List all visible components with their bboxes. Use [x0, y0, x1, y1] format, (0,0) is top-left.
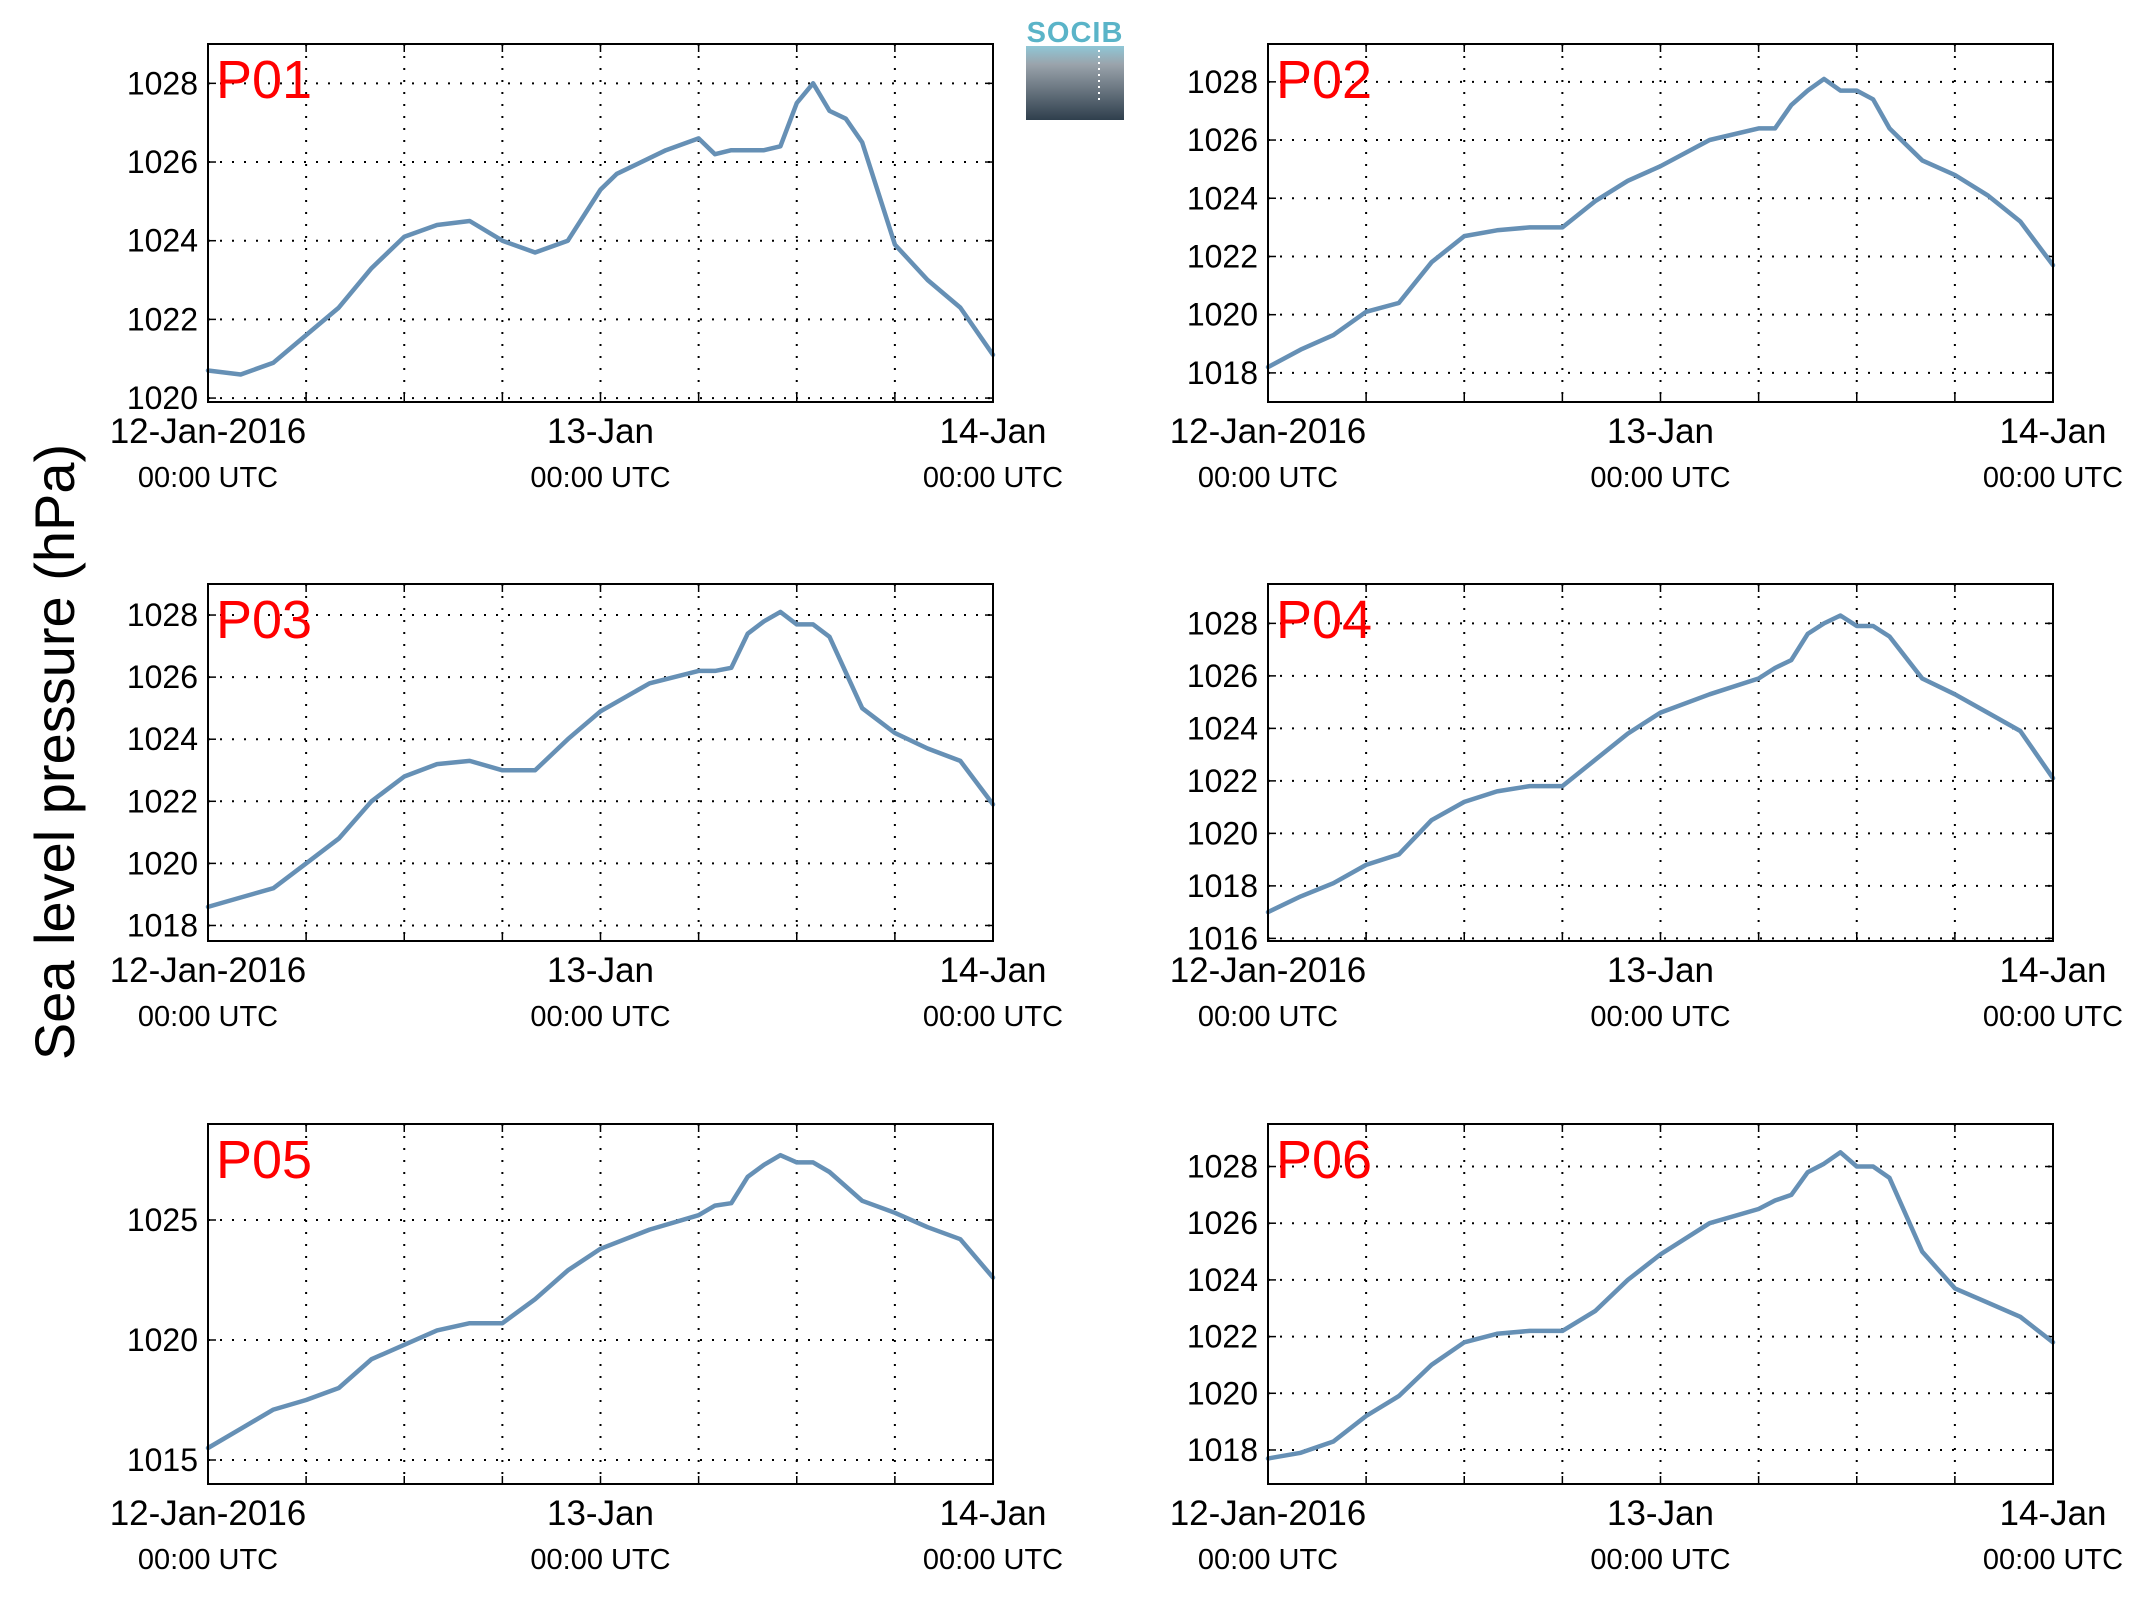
x-tick-sublabel: 00:00 UTC	[138, 1001, 278, 1033]
x-tick-label: 14-Jan	[1999, 951, 2106, 990]
x-tick-sublabel: 00:00 UTC	[1590, 1544, 1730, 1576]
x-tick-sublabel: 00:00 UTC	[530, 1544, 670, 1576]
y-tick-label: 1028	[127, 597, 198, 633]
y-tick-label: 1022	[1187, 1319, 1258, 1355]
x-tick-sublabel: 00:00 UTC	[1198, 1544, 1338, 1576]
x-tick-sublabel: 00:00 UTC	[138, 462, 278, 494]
x-tick-label: 13-Jan	[1607, 1494, 1714, 1533]
x-tick-label: 13-Jan	[1607, 951, 1714, 990]
panel-p04: 1016 1018 1020 1022 1024 1026 1028 12-Jan-2016 0…	[1170, 583, 2123, 1033]
y-axis-label: Sea level pressure (hPa)	[23, 444, 86, 1060]
y-tick-label: 1025	[127, 1202, 198, 1238]
y-tick-label: 1018	[1187, 1432, 1258, 1468]
y-tick-label: 1016	[1187, 920, 1258, 956]
x-tick-label: 14-Jan	[1999, 1494, 2106, 1533]
socib-logo: SOCIB	[1026, 17, 1124, 120]
panel-p05: 1015 1020 1025 12-Jan-2016 00:00 UTC 13-Jan 00…	[110, 1123, 1063, 1576]
y-tick-label: 1024	[127, 721, 198, 757]
y-tick-label: 1026	[127, 144, 198, 180]
y-tick-label: 1024	[1187, 180, 1258, 216]
panel-title: P04	[1276, 590, 1372, 650]
y-tick-label: 1018	[1187, 355, 1258, 391]
x-tick-sublabel: 00:00 UTC	[923, 462, 1063, 494]
x-tick-label: 14-Jan	[939, 1494, 1046, 1533]
x-tick-label: 13-Jan	[1607, 412, 1714, 451]
panel-p02: 1018 1020 1022 1024 1026 1028 12-Jan-2016 00:00…	[1170, 43, 2123, 494]
y-tick-label: 1022	[1187, 763, 1258, 799]
x-tick-label: 12-Jan-2016	[1170, 412, 1367, 451]
x-tick-sublabel: 00:00 UTC	[530, 1001, 670, 1033]
y-tick-label: 1026	[127, 659, 198, 695]
x-tick-label: 12-Jan-2016	[1170, 1494, 1367, 1533]
y-tick-label: 1028	[127, 65, 198, 101]
x-tick-sublabel: 00:00 UTC	[530, 462, 670, 494]
x-tick-sublabel: 00:00 UTC	[1983, 462, 2123, 494]
series-line	[1265, 76, 2056, 370]
logo-text: SOCIB	[1027, 17, 1124, 49]
series-line	[1265, 613, 2056, 915]
panel-title: P05	[216, 1130, 312, 1190]
panel-p01: 1020 1022 1024 1026 1028 12-Jan-2016 00:00 UTC…	[110, 43, 1063, 494]
x-tick-sublabel: 00:00 UTC	[923, 1001, 1063, 1033]
y-tick-label: 1015	[127, 1442, 198, 1478]
y-tick-label: 1022	[127, 783, 198, 819]
y-tick-label: 1028	[1187, 1149, 1258, 1185]
y-tick-label: 1024	[1187, 1262, 1258, 1298]
y-tick-label: 1026	[1187, 1205, 1258, 1241]
axes-frame	[207, 43, 994, 403]
series-line	[1265, 1150, 2056, 1461]
x-tick-sublabel: 00:00 UTC	[1983, 1544, 2123, 1576]
x-tick-sublabel: 00:00 UTC	[923, 1544, 1063, 1576]
axes-frame	[1267, 43, 2054, 403]
panels: 1020 1022 1024 1026 1028 12-Jan-2016 00:00 UTC…	[110, 43, 2123, 1576]
y-tick-label: 1018	[127, 907, 198, 943]
x-tick-label: 12-Jan-2016	[110, 412, 307, 451]
x-tick-label: 13-Jan	[547, 412, 654, 451]
axes-frame	[1267, 1123, 2054, 1485]
series-line	[205, 609, 996, 910]
panel-p06: 1018 1020 1022 1024 1026 1028 12-Jan-2016 00:00…	[1170, 1123, 2123, 1576]
x-tick-label: 14-Jan	[939, 412, 1046, 451]
y-tick-label: 1024	[127, 223, 198, 259]
axes-frame	[207, 1123, 994, 1485]
y-tick-label: 1022	[127, 301, 198, 337]
panel-title: P02	[1276, 50, 1372, 110]
axes-frame	[1267, 583, 2054, 942]
x-tick-label: 14-Jan	[1999, 412, 2106, 451]
y-tick-label: 1026	[1187, 122, 1258, 158]
y-tick-label: 1024	[1187, 710, 1258, 746]
x-tick-sublabel: 00:00 UTC	[1983, 1001, 2123, 1033]
x-tick-label: 12-Jan-2016	[1170, 951, 1367, 990]
y-tick-label: 1020	[1187, 297, 1258, 333]
x-tick-label: 13-Jan	[547, 951, 654, 990]
x-tick-label: 12-Jan-2016	[110, 951, 307, 990]
y-tick-label: 1018	[1187, 868, 1258, 904]
y-tick-label: 1020	[127, 1322, 198, 1358]
axes-frame	[207, 583, 994, 942]
x-tick-sublabel: 00:00 UTC	[1198, 1001, 1338, 1033]
y-tick-label: 1026	[1187, 658, 1258, 694]
y-tick-label: 1020	[1187, 815, 1258, 851]
series-line	[205, 1152, 996, 1451]
y-tick-label: 1020	[1187, 1375, 1258, 1411]
y-tick-label: 1022	[1187, 238, 1258, 274]
x-tick-sublabel: 00:00 UTC	[138, 1544, 278, 1576]
x-tick-label: 14-Jan	[939, 951, 1046, 990]
panel-title: P03	[216, 590, 312, 650]
y-tick-label: 1028	[1187, 64, 1258, 100]
y-tick-label: 1028	[1187, 605, 1258, 641]
x-tick-sublabel: 00:00 UTC	[1590, 462, 1730, 494]
y-tick-label: 1020	[127, 845, 198, 881]
y-tick-label: 1020	[127, 380, 198, 416]
panel-p03: 1018 1020 1022 1024 1026 1028 12-Jan-2016 00:00…	[110, 583, 1063, 1033]
x-tick-label: 12-Jan-2016	[110, 1494, 307, 1533]
panel-title: P06	[1276, 1130, 1372, 1190]
x-tick-sublabel: 00:00 UTC	[1198, 462, 1338, 494]
panel-title: P01	[216, 50, 312, 110]
x-tick-sublabel: 00:00 UTC	[1590, 1001, 1730, 1033]
x-tick-label: 13-Jan	[547, 1494, 654, 1533]
series-line	[205, 81, 996, 377]
